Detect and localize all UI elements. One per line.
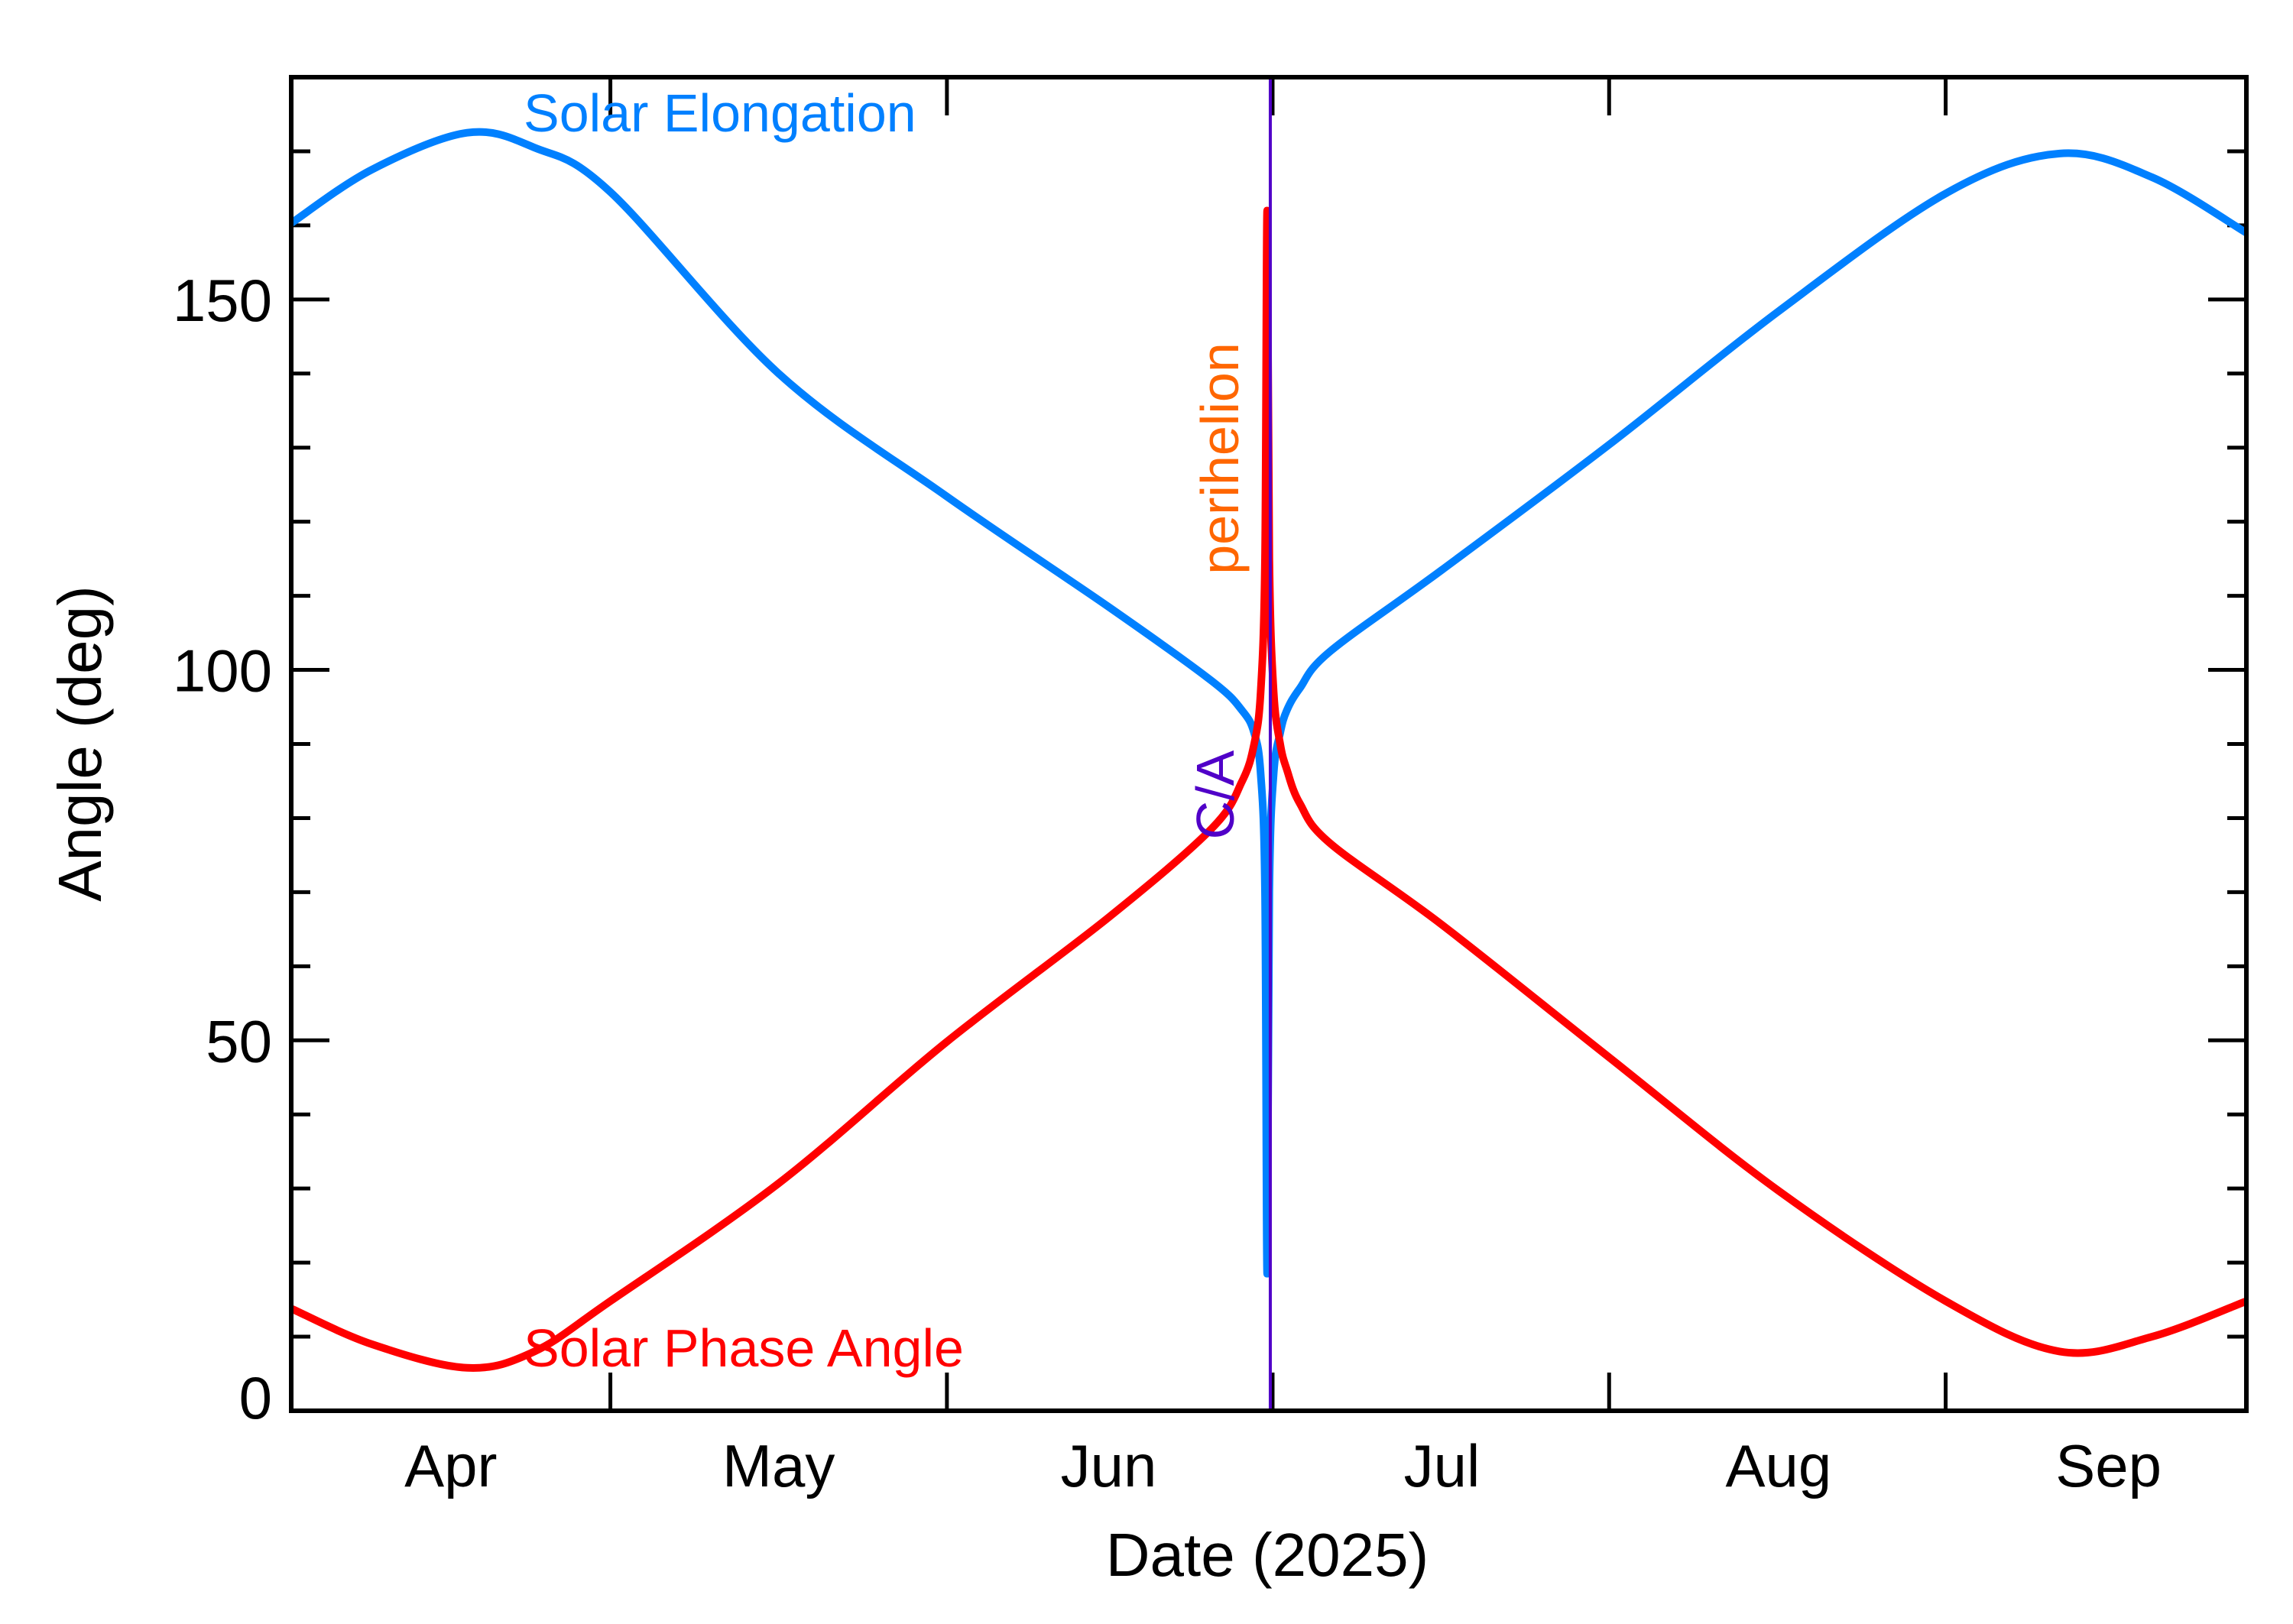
y-tick-label: 150 xyxy=(173,267,272,334)
x-axis-title: Date (2025) xyxy=(1106,1521,1429,1589)
x-tick-label: Aug xyxy=(1725,1432,1831,1499)
x-tick-label: May xyxy=(722,1432,835,1499)
solar-phase-angle-line xyxy=(289,206,2248,1372)
plot-frame xyxy=(289,75,2249,1413)
x-tick-labels: Apr May Jun Jul Aug Sep xyxy=(404,1432,2162,1499)
series-lines xyxy=(289,128,2249,1372)
x-tick-label: Jul xyxy=(1404,1432,1481,1499)
solar-elongation-label: Solar Elongation xyxy=(524,83,916,143)
x-tick-label: Sep xyxy=(2055,1432,2162,1499)
y-axis-title: Angle (deg) xyxy=(46,585,114,902)
y-tick-label: 50 xyxy=(206,1007,272,1075)
y-tick-labels: 0 50 100 150 xyxy=(173,267,272,1431)
solar-phase-angle-label: Solar Phase Angle xyxy=(524,1318,964,1378)
x-tick-label: Apr xyxy=(404,1432,497,1499)
solar-elongation-line xyxy=(289,128,2249,1278)
y-tick-label: 100 xyxy=(173,637,272,705)
x-tick-label: Jun xyxy=(1061,1432,1157,1499)
y-tick-label: 0 xyxy=(239,1364,272,1431)
ca-label: C/A xyxy=(1185,750,1245,839)
perihelion-label: perihelion xyxy=(1190,342,1250,575)
